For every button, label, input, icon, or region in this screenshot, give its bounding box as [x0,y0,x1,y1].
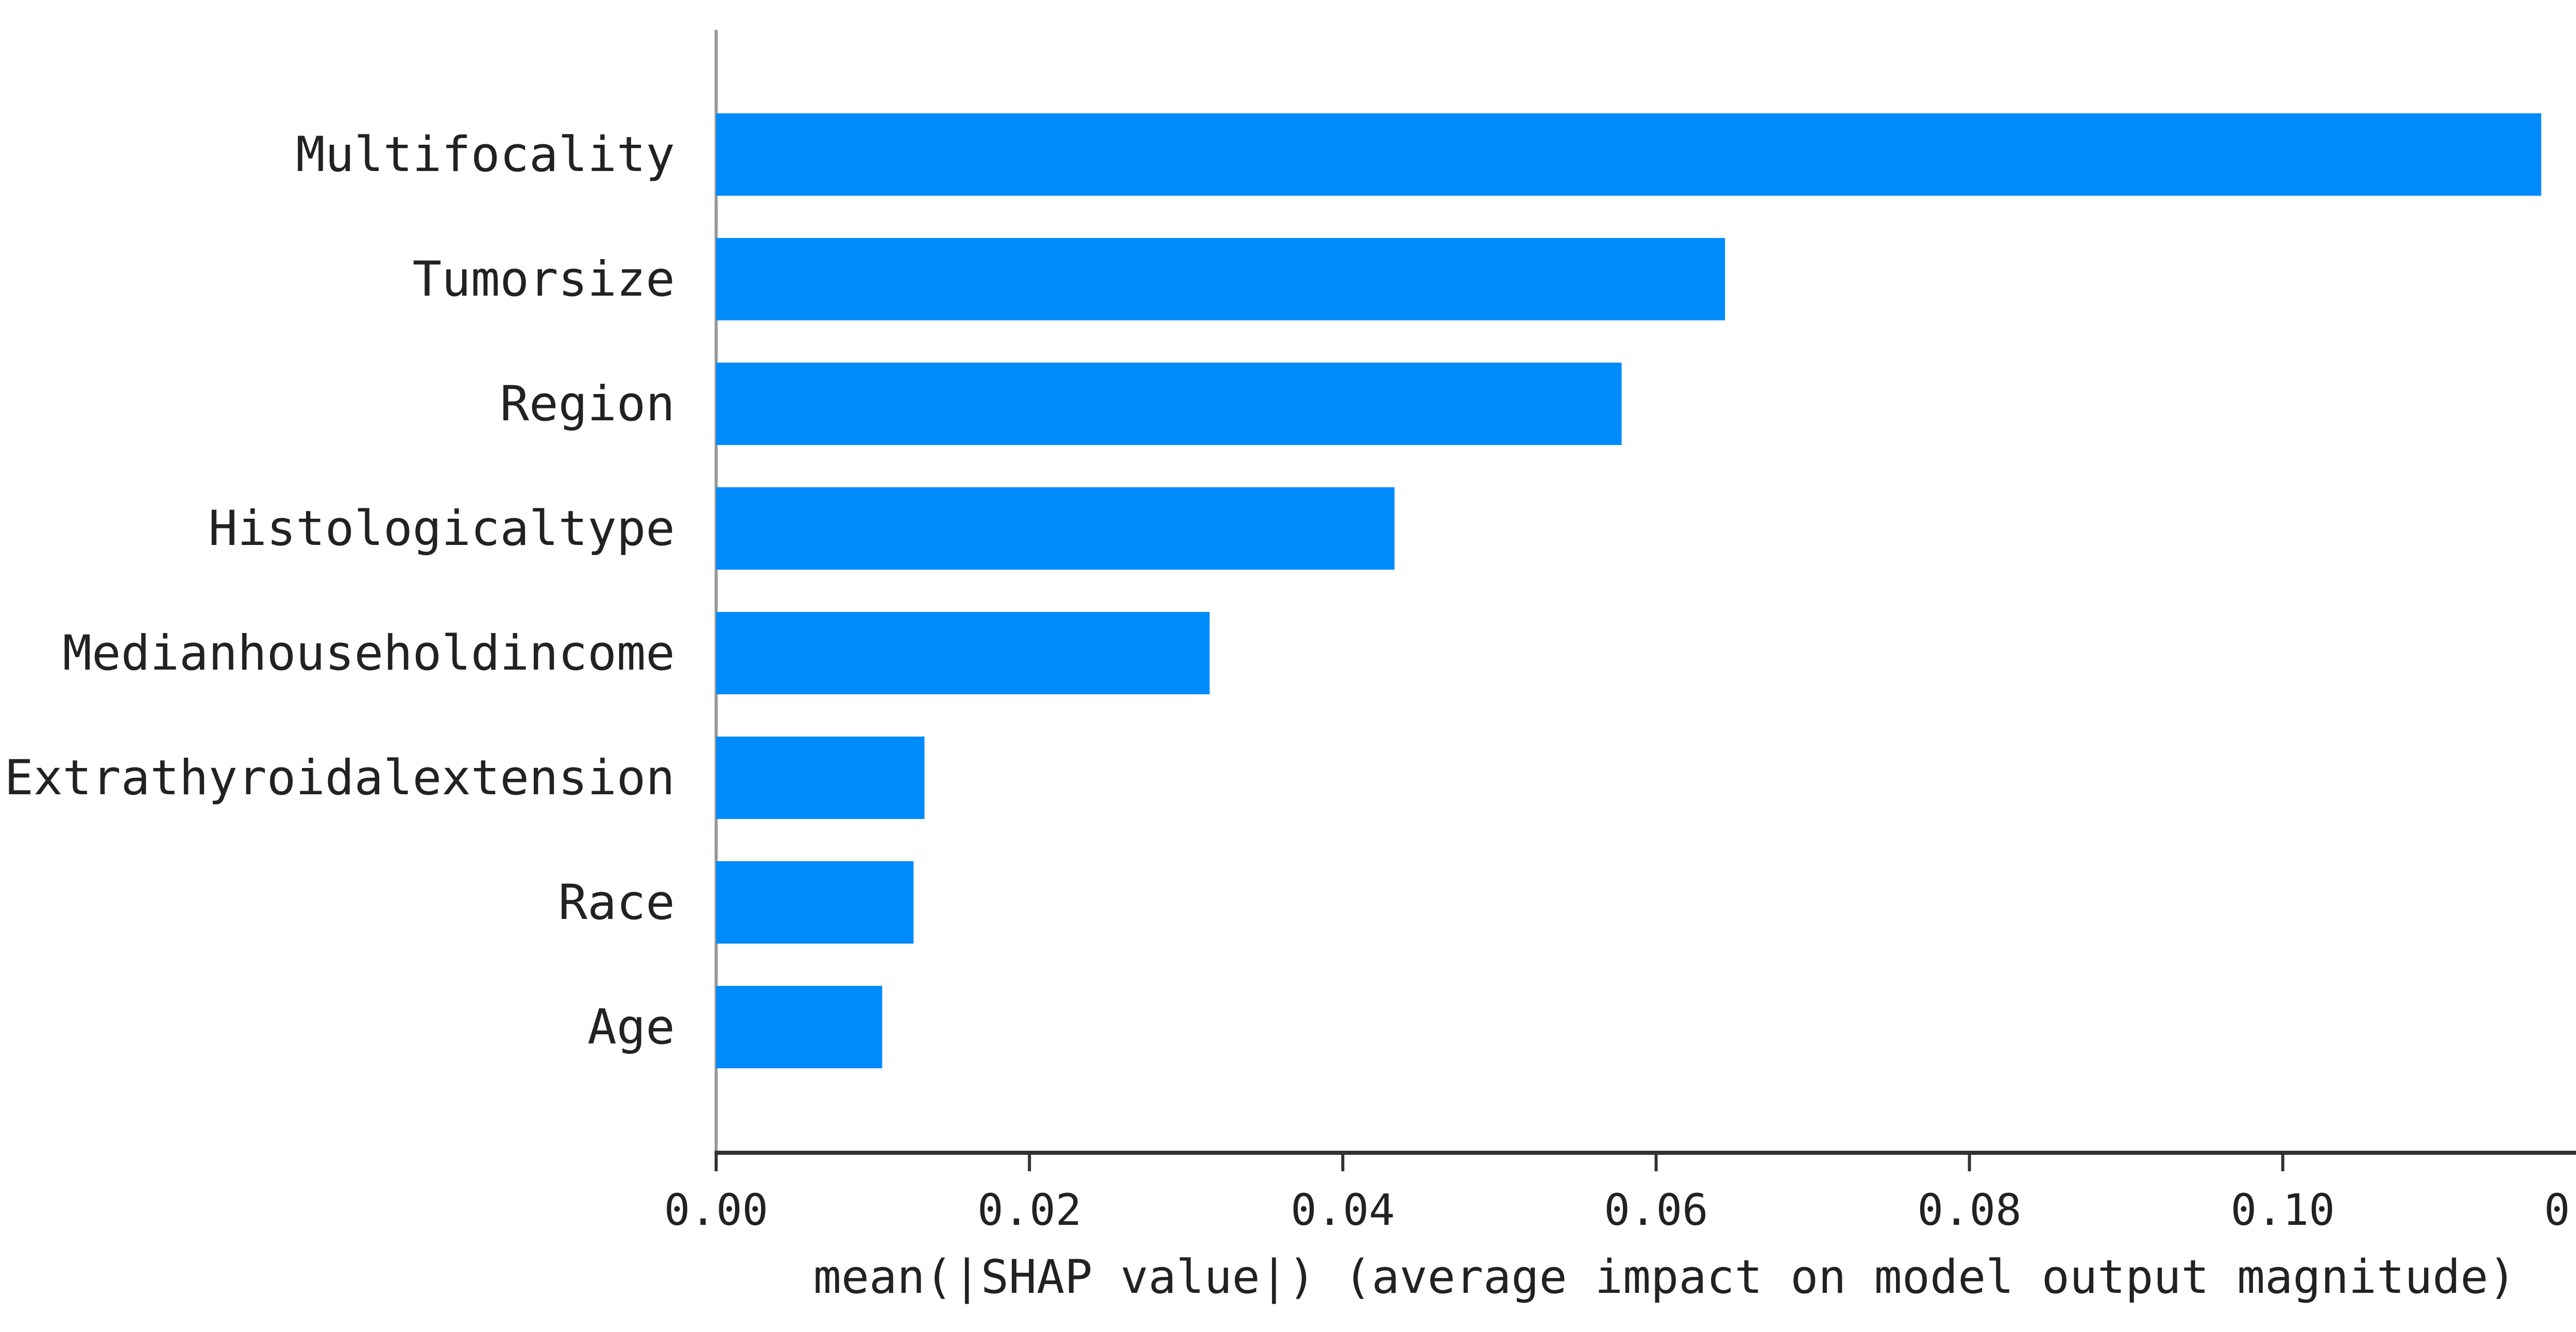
y-tick-label-age: Age [587,999,675,1055]
y-tick-label-race: Race [558,875,675,931]
bars-group [716,113,2541,1068]
bar-age [716,986,883,1068]
y-tick-label-region: Region [500,376,675,432]
y-tick-label-tumorsize: Tumorsize [413,251,675,308]
x-tick-label: 0.02 [977,1185,1081,1235]
x-tick-label: 0.12 [2544,1185,2576,1235]
bar-extrathyroidalextension [716,737,925,819]
x-ticks-group: 0.00 0.02 0.04 0.06 0.08 0.10 0.12 [664,1153,2576,1235]
x-axis-label: mean(|SHAP value|) (average impact on mo… [814,1250,2516,1304]
y-tick-label-medianhouseholdincome: Medianhouseholdincome [63,625,675,681]
bar-region [716,363,1622,445]
y-tick-label-extrathyroidalextension: Extrathyroidalextension [4,750,675,806]
y-tick-label-multifocality: Multifocality [296,127,675,183]
bar-histologicaltype [716,487,1395,570]
x-tick-label: 0.04 [1291,1185,1395,1235]
y-tick-label-histologicaltype: Histologicaltype [209,501,675,557]
x-tick-label: 0.10 [2231,1185,2335,1235]
bar-multifocality [716,113,2541,196]
y-tick-labels: Multifocality Tumorsize Region Histological… [4,127,675,1055]
bar-race [716,861,914,944]
bar-tumorsize [716,238,1725,320]
bar-medianhouseholdincome [716,612,1210,694]
x-tick-label: 0.08 [1918,1185,2022,1235]
x-tick-label: 0.06 [1604,1185,1708,1235]
x-tick-label: 0.00 [664,1185,768,1235]
